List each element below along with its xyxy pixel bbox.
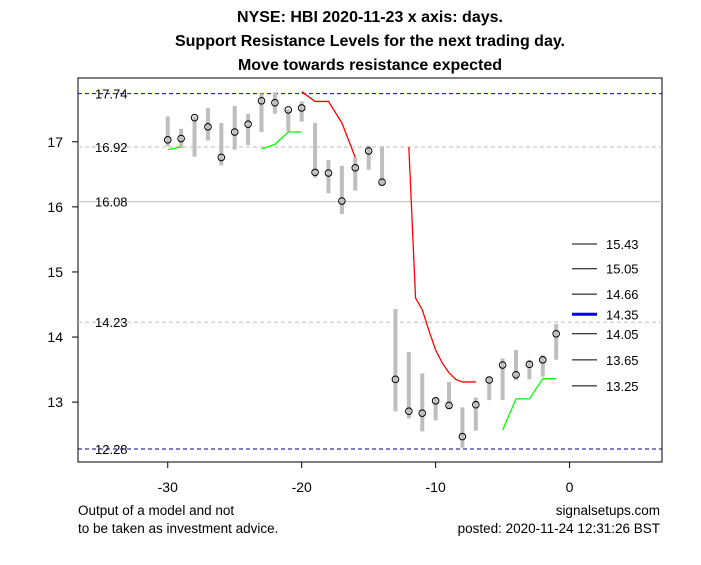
y-tick-label: 15 [47, 264, 63, 280]
close-point [472, 400, 480, 409]
y-tick-label: 14 [47, 329, 63, 345]
close-point [538, 356, 547, 364]
x-tick-label: -30 [158, 479, 178, 495]
chart-title-line3: Move towards resistance expected [238, 57, 502, 74]
support-line [261, 131, 302, 150]
support-line [502, 378, 557, 431]
footer-site: signalsetups.com [556, 503, 660, 518]
close-point [311, 168, 319, 177]
close-point [364, 147, 373, 155]
close-point [190, 113, 199, 122]
close-point [351, 164, 360, 172]
close-point [297, 104, 306, 112]
close-point [378, 178, 386, 186]
level-label: 14.05 [606, 327, 639, 342]
footer-disclaimer-1: Output of a model and not [78, 503, 234, 518]
close-point [230, 128, 239, 136]
close-point [271, 98, 279, 107]
footer-disclaimer-2: to be taken as investment advice. [78, 521, 278, 536]
y-tick-label: 16 [47, 199, 63, 215]
close-point [217, 153, 226, 162]
chart-title-line2: Support Resistance Levels for the next t… [175, 33, 565, 50]
close-point [418, 409, 427, 417]
y-tick-label: 17 [47, 134, 63, 150]
close-point [163, 136, 172, 144]
level-label: 14.35 [606, 307, 639, 322]
close-point [324, 169, 333, 177]
close-point [257, 96, 266, 105]
level-label: 15.43 [606, 237, 639, 252]
close-point [552, 329, 560, 338]
plot-frame [77, 77, 663, 463]
support-line [167, 146, 182, 151]
level-label: 15.05 [606, 262, 639, 277]
hline-label-16.92: 16.92 [95, 140, 128, 155]
x-tick-label: 0 [566, 479, 574, 495]
close-point [458, 432, 467, 441]
close-point [485, 376, 494, 384]
hline-label-16.08: 16.08 [95, 195, 128, 210]
close-point [431, 397, 440, 405]
close-point [391, 375, 400, 384]
level-label: 13.25 [606, 379, 639, 394]
x-tick-label: -20 [292, 479, 312, 495]
hline-label-17.74: 17.74 [95, 87, 128, 102]
x-tick-label: -10 [426, 479, 446, 495]
hline-label-12.28: 12.28 [95, 442, 128, 457]
close-point [405, 407, 413, 416]
close-point [525, 360, 534, 369]
close-point [244, 120, 252, 129]
close-point [204, 123, 212, 131]
level-label: 14.66 [606, 287, 639, 302]
close-point [284, 106, 293, 114]
close-point [498, 361, 507, 369]
hline-label-14.23: 14.23 [95, 315, 128, 330]
y-tick-label: 13 [47, 394, 63, 410]
chart-title-line1: NYSE: HBI 2020-11-23 x axis: days. [237, 9, 503, 26]
footer-posted: posted: 2020-11-24 12:31:26 BST [458, 521, 660, 536]
close-point [338, 197, 346, 205]
level-label: 13.65 [606, 353, 639, 368]
resistance-line [301, 91, 356, 158]
close-point [177, 134, 185, 143]
resistance-line [408, 146, 476, 383]
close-point [445, 401, 453, 410]
close-point [512, 370, 520, 379]
